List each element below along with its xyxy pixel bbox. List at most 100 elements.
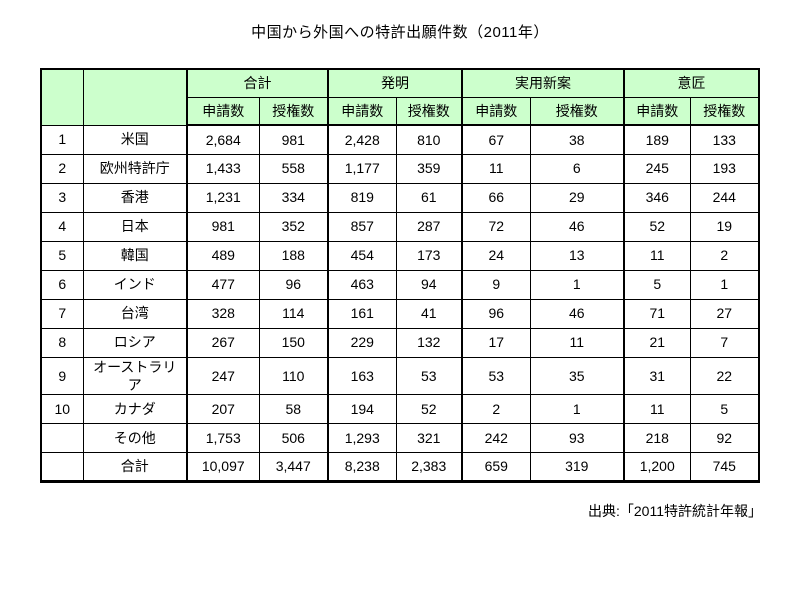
country-cell: 台湾 <box>82 298 188 329</box>
rank-cell: 10 <box>40 393 84 424</box>
table-row: 5 韓国 489 188 454 173 24 13 11 2 <box>40 240 760 271</box>
group-header-total: 合計 <box>186 68 329 98</box>
value-cell: 659 <box>461 451 531 482</box>
rank-cell: 9 <box>40 356 84 395</box>
table-row: その他 1,753 506 1,293 321 242 93 218 92 <box>40 422 760 453</box>
value-cell: 61 <box>395 182 463 213</box>
value-cell: 247 <box>186 356 260 395</box>
value-cell: 359 <box>395 153 463 184</box>
value-cell: 38 <box>529 124 625 155</box>
sub-header-grants: 授権数 <box>258 96 329 126</box>
value-cell: 463 <box>327 269 397 300</box>
country-cell: その他 <box>82 422 188 453</box>
value-cell: 24 <box>461 240 531 271</box>
value-cell: 244 <box>689 182 760 213</box>
value-cell: 1,200 <box>623 451 691 482</box>
value-cell: 810 <box>395 124 463 155</box>
value-cell: 110 <box>258 356 329 395</box>
value-cell: 229 <box>327 327 397 358</box>
country-cell: 欧州特許庁 <box>82 153 188 184</box>
table-row: 9 オーストラリア 247 110 163 53 53 35 31 22 <box>40 356 760 395</box>
country-cell: オーストラリア <box>82 356 188 395</box>
table-row: 7 台湾 328 114 161 41 96 46 71 27 <box>40 298 760 329</box>
group-header-design: 意匠 <box>623 68 760 98</box>
value-cell: 506 <box>258 422 329 453</box>
country-cell: 韓国 <box>82 240 188 271</box>
country-cell: 香港 <box>82 182 188 213</box>
table-row: 6 インド 477 96 463 94 9 1 5 1 <box>40 269 760 300</box>
rank-cell: 2 <box>40 153 84 184</box>
value-cell: 8,238 <box>327 451 397 482</box>
value-cell: 1,753 <box>186 422 260 453</box>
table-header: 合計 発明 実用新案 意匠 申請数 授権数 申請数 授権数 申請数 授権数 申請… <box>40 68 760 126</box>
rank-cell: 8 <box>40 327 84 358</box>
country-cell: 米国 <box>82 124 188 155</box>
value-cell: 5 <box>689 393 760 424</box>
value-cell: 10,097 <box>186 451 260 482</box>
patent-table: 合計 発明 実用新案 意匠 申請数 授権数 申請数 授権数 申請数 授権数 申請… <box>40 68 760 483</box>
value-cell: 242 <box>461 422 531 453</box>
value-cell: 1,293 <box>327 422 397 453</box>
value-cell: 173 <box>395 240 463 271</box>
value-cell: 11 <box>461 153 531 184</box>
value-cell: 53 <box>461 356 531 395</box>
value-cell: 29 <box>529 182 625 213</box>
value-cell: 52 <box>623 211 691 242</box>
source-note: 出典:「2011特許統計年報」 <box>588 503 762 519</box>
table-body: 1 米国 2,684 981 2,428 810 67 38 189 133 2 欧州特許庁 1,433… <box>40 124 760 482</box>
value-cell: 2,428 <box>327 124 397 155</box>
value-cell: 72 <box>461 211 531 242</box>
value-cell: 1 <box>529 269 625 300</box>
sub-header-grants: 授権数 <box>689 96 760 126</box>
rank-cell <box>40 451 84 482</box>
value-cell: 857 <box>327 211 397 242</box>
value-cell: 346 <box>623 182 691 213</box>
value-cell: 66 <box>461 182 531 213</box>
sub-header-applications: 申請数 <box>623 96 691 126</box>
rank-cell: 6 <box>40 269 84 300</box>
value-cell: 558 <box>258 153 329 184</box>
value-cell: 321 <box>395 422 463 453</box>
value-cell: 9 <box>461 269 531 300</box>
value-cell: 11 <box>623 240 691 271</box>
value-cell: 71 <box>623 298 691 329</box>
value-cell: 94 <box>395 269 463 300</box>
value-cell: 334 <box>258 182 329 213</box>
sub-header-applications: 申請数 <box>186 96 260 126</box>
table-row: 10 カナダ 207 58 194 52 2 1 11 5 <box>40 393 760 424</box>
table-row: 4 日本 981 352 857 287 72 46 52 19 <box>40 211 760 242</box>
rank-cell: 3 <box>40 182 84 213</box>
group-header-utility-model: 実用新案 <box>461 68 625 98</box>
value-cell: 114 <box>258 298 329 329</box>
value-cell: 328 <box>186 298 260 329</box>
value-cell: 67 <box>461 124 531 155</box>
value-cell: 819 <box>327 182 397 213</box>
value-cell: 53 <box>395 356 463 395</box>
value-cell: 193 <box>689 153 760 184</box>
value-cell: 194 <box>327 393 397 424</box>
value-cell: 11 <box>623 393 691 424</box>
value-cell: 27 <box>689 298 760 329</box>
value-cell: 21 <box>623 327 691 358</box>
value-cell: 218 <box>623 422 691 453</box>
value-cell: 31 <box>623 356 691 395</box>
value-cell: 46 <box>529 211 625 242</box>
value-cell: 35 <box>529 356 625 395</box>
rank-header <box>40 68 84 126</box>
value-cell: 1,433 <box>186 153 260 184</box>
value-cell: 188 <box>258 240 329 271</box>
value-cell: 454 <box>327 240 397 271</box>
value-cell: 981 <box>186 211 260 242</box>
value-cell: 207 <box>186 393 260 424</box>
value-cell: 163 <box>327 356 397 395</box>
country-cell: カナダ <box>82 393 188 424</box>
value-cell: 22 <box>689 356 760 395</box>
value-cell: 319 <box>529 451 625 482</box>
value-cell: 1,177 <box>327 153 397 184</box>
value-cell: 489 <box>186 240 260 271</box>
value-cell: 981 <box>258 124 329 155</box>
group-header-invention: 発明 <box>327 68 463 98</box>
value-cell: 52 <box>395 393 463 424</box>
table-row: 1 米国 2,684 981 2,428 810 67 38 189 133 <box>40 124 760 155</box>
sub-header-row: 申請数 授権数 申請数 授権数 申請数 授権数 申請数 授権数 <box>41 96 760 126</box>
